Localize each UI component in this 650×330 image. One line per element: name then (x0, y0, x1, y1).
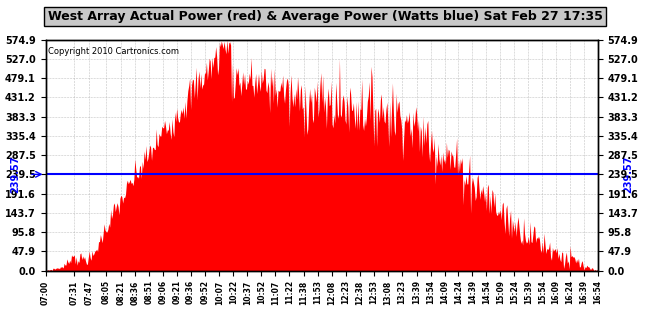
Text: 239.57: 239.57 (10, 155, 20, 193)
Text: West Array Actual Power (red) & Average Power (Watts blue) Sat Feb 27 17:35: West Array Actual Power (red) & Average … (47, 10, 603, 23)
Text: 239.57: 239.57 (623, 155, 633, 193)
Text: Copyright 2010 Cartronics.com: Copyright 2010 Cartronics.com (48, 47, 179, 55)
